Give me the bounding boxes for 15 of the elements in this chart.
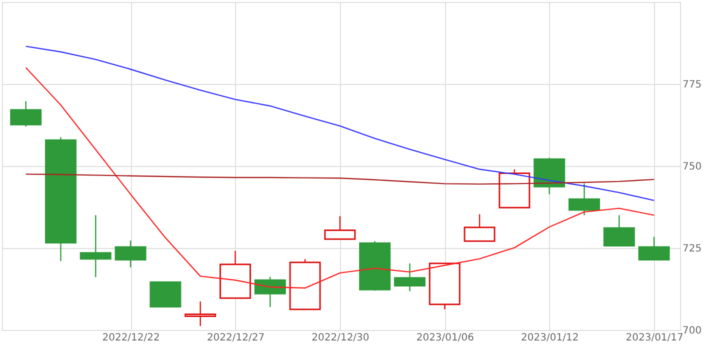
x-tick-label: 2022/12/30 — [312, 332, 370, 344]
line-series — [25, 174, 655, 185]
x-tick-label: 2022/12/22 — [102, 332, 160, 344]
candlestick — [184, 300, 216, 327]
line-series — [25, 46, 655, 202]
x-tick-label: 2023/01/06 — [416, 332, 474, 344]
x-tick-label: 2022/12/27 — [206, 332, 265, 344]
x-tick-label: 2023/01/12 — [521, 332, 579, 344]
line-series — [25, 67, 655, 289]
y-tick-label: 700 — [682, 326, 702, 336]
candlestick — [80, 214, 112, 278]
y-tick-label: 750 — [682, 162, 702, 172]
x-tick-label: 2023/01/17 — [626, 332, 684, 344]
y-tick-label: 775 — [682, 80, 702, 90]
y-tick-label: 725 — [682, 244, 702, 254]
